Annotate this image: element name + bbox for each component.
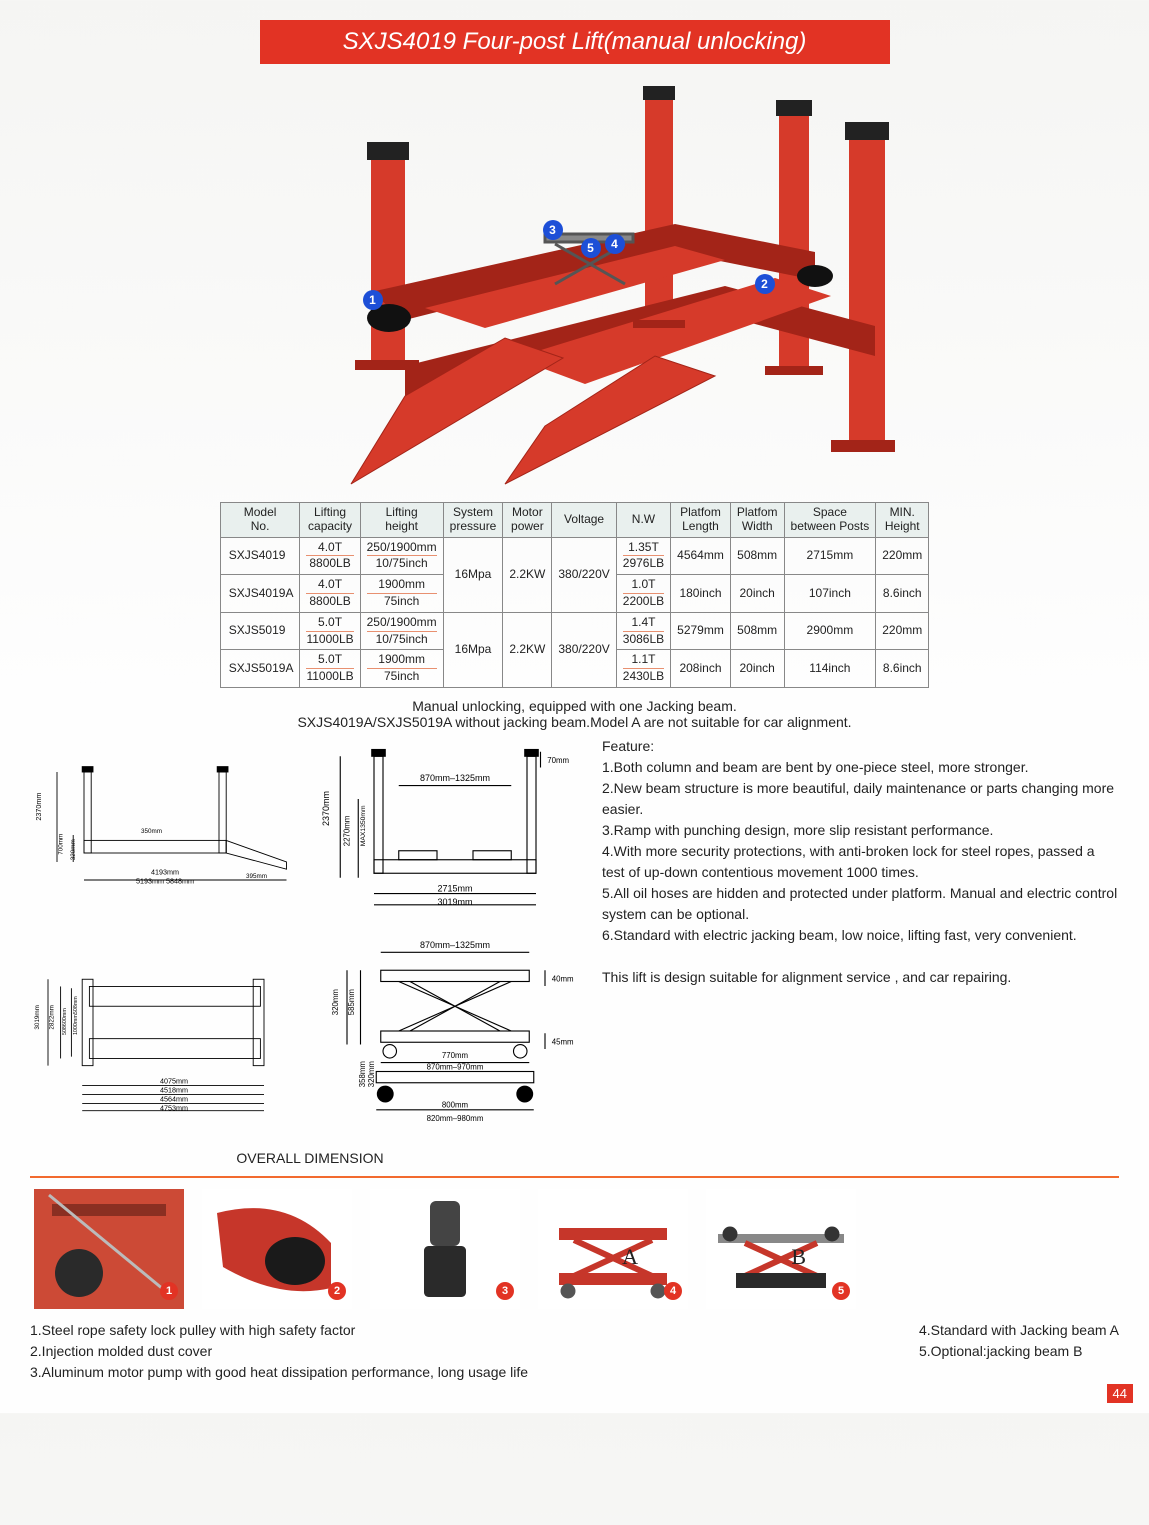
footnote: 4.Standard with Jacking beam A: [919, 1320, 1119, 1341]
page-title: SXJS4019 Four-post Lift(manual unlocking…: [260, 20, 890, 64]
svg-text:320mm: 320mm: [331, 989, 340, 1016]
spec-header: Spacebetween Posts: [784, 503, 876, 538]
svg-text:358mm: 358mm: [358, 1061, 367, 1088]
spec-header: Motorpower: [503, 503, 552, 538]
divider: [30, 1176, 1119, 1178]
svg-text:40mm: 40mm: [552, 974, 574, 983]
note-block: Manual unlocking, equipped with one Jack…: [30, 698, 1119, 730]
svg-text:320mm: 320mm: [70, 839, 77, 860]
svg-text:3019mm: 3019mm: [34, 1005, 41, 1030]
dimension-diagrams: 2370mm 700mm 320mm 350mm 4193mm 5193mm 5…: [30, 736, 590, 1167]
hero-callout-5: 5: [581, 238, 601, 258]
svg-text:4193mm: 4193mm: [151, 868, 179, 877]
thumb-1: 1: [34, 1194, 184, 1304]
svg-text:585mm: 585mm: [347, 989, 356, 1016]
svg-text:45mm: 45mm: [552, 1037, 574, 1046]
footnote: 3.Aluminum motor pump with good heat dis…: [30, 1362, 528, 1383]
hero-callout-1: 1: [363, 290, 383, 310]
svg-text:320mm: 320mm: [367, 1061, 376, 1088]
thumb-4: A4: [538, 1194, 688, 1304]
footnote: 5.Optional:jacking beam B: [919, 1341, 1119, 1362]
svg-text:4075mm: 4075mm: [160, 1077, 188, 1086]
svg-text:508600mm: 508600mm: [62, 1008, 68, 1035]
svg-text:700mm: 700mm: [57, 834, 64, 855]
svg-text:870mm–970mm: 870mm–970mm: [427, 1062, 484, 1071]
spec-header: N.W: [616, 503, 670, 538]
svg-text:70mm: 70mm: [547, 756, 569, 765]
feature-item: 3.Ramp with punching design, more slip r…: [602, 820, 1119, 841]
thumb-5: B5: [706, 1194, 856, 1304]
component-thumbnails: 123A4B5: [30, 1194, 1119, 1304]
feature-item: 1.Both column and beam are bent by one-p…: [602, 757, 1119, 778]
hero-callout-2: 2: [755, 274, 775, 294]
svg-text:MAX1350mm: MAX1350mm: [360, 805, 367, 846]
spec-header: Liftingcapacity: [300, 503, 360, 538]
svg-text:1000mm508mm: 1000mm508mm: [73, 996, 79, 1035]
svg-text:5193mm 5848mm: 5193mm 5848mm: [136, 877, 194, 886]
spec-row: SXJS50195.0T11000LB250/1900mm10/75inch16…: [220, 612, 929, 650]
features-block: Feature: 1.Both column and beam are bent…: [602, 736, 1119, 1167]
svg-text:2715mm: 2715mm: [437, 883, 472, 893]
svg-text:4564mm: 4564mm: [160, 1095, 188, 1104]
svg-text:4518mm: 4518mm: [160, 1086, 188, 1095]
svg-text:2270mm: 2270mm: [342, 815, 351, 846]
svg-text:2370mm: 2370mm: [321, 791, 331, 826]
footnotes: 1.Steel rope safety lock pulley with hig…: [30, 1320, 1119, 1383]
hero-callout-4: 4: [605, 234, 625, 254]
svg-text:770mm: 770mm: [442, 1051, 469, 1060]
spec-row: SXJS40194.0T8800LB250/1900mm10/75inch16M…: [220, 537, 929, 575]
thumb-2: 2: [202, 1194, 352, 1304]
spec-header: ModelNo.: [220, 503, 300, 538]
spec-header: PlatfomWidth: [730, 503, 784, 538]
spec-table: ModelNo.LiftingcapacityLiftingheightSyst…: [220, 502, 930, 688]
svg-text:395mm: 395mm: [246, 873, 267, 880]
spec-header: Voltage: [552, 503, 616, 538]
svg-text:4753mm: 4753mm: [160, 1104, 188, 1113]
svg-text:870mm–1325mm: 870mm–1325mm: [420, 940, 490, 950]
spec-header: MIN.Height: [876, 503, 929, 538]
spec-header: Liftingheight: [360, 503, 443, 538]
svg-text:800mm: 800mm: [442, 1100, 469, 1109]
svg-text:2370mm: 2370mm: [34, 793, 43, 821]
svg-text:870mm–1325mm: 870mm–1325mm: [420, 773, 490, 783]
svg-text:2822mm: 2822mm: [48, 1005, 55, 1030]
feature-item: 2.New beam structure is more beautiful, …: [602, 778, 1119, 820]
hero-callout-3: 3: [543, 220, 563, 240]
feature-item: 5.All oil hoses are hidden and protected…: [602, 883, 1119, 925]
feature-item: 6.Standard with electric jacking beam, l…: [602, 925, 1119, 946]
product-hero: 1 2 3 4 5: [255, 74, 895, 494]
svg-text:820mm–980mm: 820mm–980mm: [427, 1114, 484, 1123]
page-number: 44: [1107, 1384, 1133, 1403]
svg-text:350mm: 350mm: [141, 828, 162, 835]
overall-dimension-label: OVERALL DIMENSION: [30, 1150, 590, 1166]
svg-text:3019mm: 3019mm: [437, 897, 472, 907]
footnote: 2.Injection molded dust cover: [30, 1341, 528, 1362]
footnote: 1.Steel rope safety lock pulley with hig…: [30, 1320, 528, 1341]
feature-item: 4.With more security protections, with a…: [602, 841, 1119, 883]
thumb-3: 3: [370, 1194, 520, 1304]
spec-header: Systempressure: [443, 503, 503, 538]
spec-header: PlatfomLength: [671, 503, 731, 538]
